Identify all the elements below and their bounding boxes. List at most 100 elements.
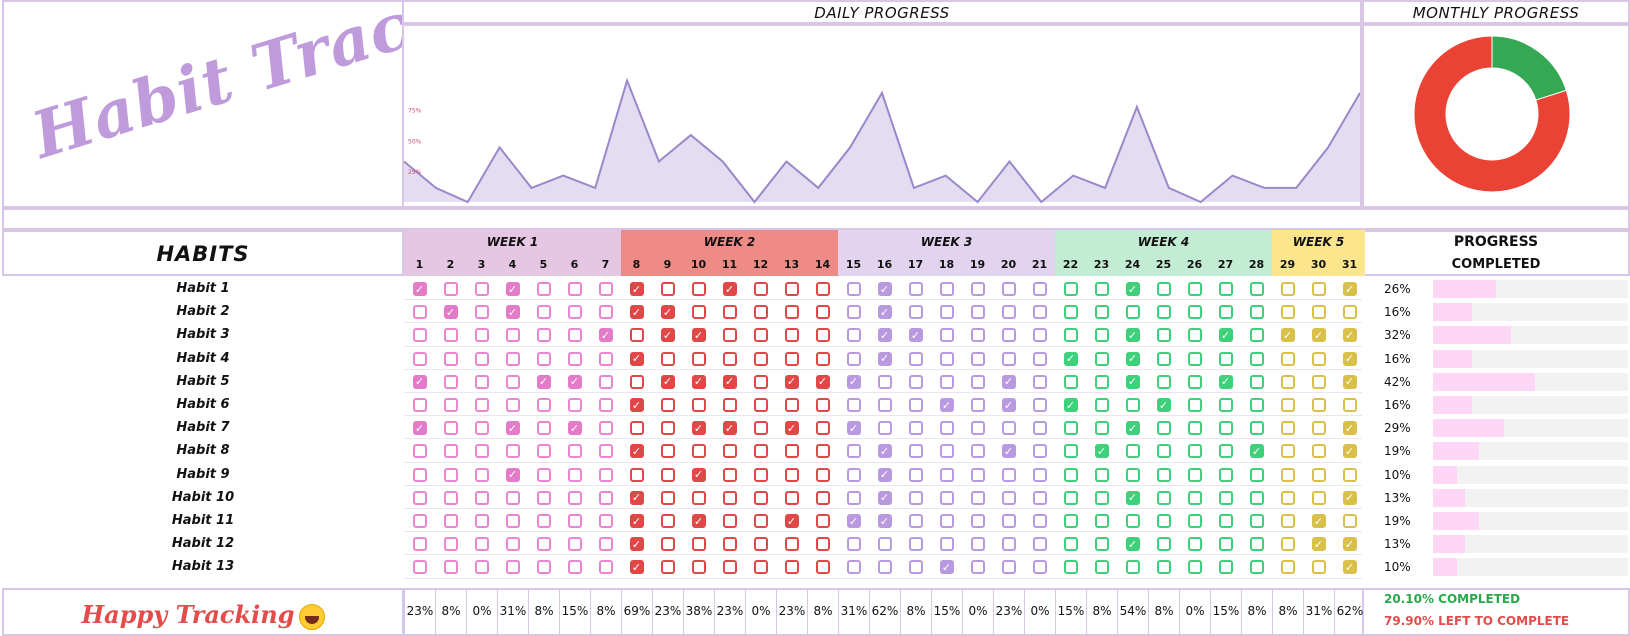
- checkbox[interactable]: [1311, 282, 1326, 296]
- checkbox[interactable]: [567, 537, 582, 552]
- checkbox-checked[interactable]: ✓: [629, 351, 644, 366]
- checkbox-checked[interactable]: ✓: [567, 421, 582, 436]
- checkbox[interactable]: [660, 490, 675, 505]
- checkbox-checked[interactable]: ✓: [629, 490, 644, 505]
- checkbox-checked[interactable]: ✓: [939, 398, 954, 412]
- checkbox-checked[interactable]: ✓: [691, 467, 706, 482]
- checkbox[interactable]: [939, 537, 954, 552]
- checkbox[interactable]: [1125, 560, 1140, 575]
- checkbox[interactable]: [1249, 560, 1264, 575]
- checkbox-checked[interactable]: ✓: [629, 560, 644, 575]
- checkbox[interactable]: [1280, 490, 1295, 505]
- checkbox[interactable]: [505, 514, 520, 528]
- checkbox[interactable]: [1001, 537, 1016, 552]
- checkbox[interactable]: [567, 328, 582, 343]
- checkbox-checked[interactable]: ✓: [629, 444, 644, 459]
- checkbox[interactable]: [1249, 514, 1264, 528]
- checkbox-checked[interactable]: ✓: [412, 374, 427, 389]
- checkbox[interactable]: [970, 560, 985, 575]
- checkbox-checked[interactable]: ✓: [908, 328, 923, 343]
- checkbox-checked[interactable]: ✓: [505, 305, 520, 320]
- checkbox[interactable]: [567, 351, 582, 366]
- checkbox[interactable]: [1280, 514, 1295, 528]
- checkbox[interactable]: [598, 374, 613, 389]
- checkbox[interactable]: [1280, 467, 1295, 482]
- checkbox[interactable]: [1094, 305, 1109, 320]
- checkbox[interactable]: [598, 560, 613, 575]
- checkbox[interactable]: [877, 398, 892, 412]
- checkbox-checked[interactable]: ✓: [1342, 490, 1357, 505]
- checkbox-checked[interactable]: ✓: [691, 374, 706, 389]
- checkbox[interactable]: [908, 537, 923, 552]
- checkbox[interactable]: [939, 421, 954, 436]
- checkbox[interactable]: [784, 490, 799, 505]
- checkbox-checked[interactable]: ✓: [1342, 374, 1357, 389]
- checkbox-checked[interactable]: ✓: [1125, 351, 1140, 366]
- checkbox-checked[interactable]: ✓: [877, 351, 892, 366]
- checkbox-checked[interactable]: ✓: [691, 421, 706, 436]
- checkbox[interactable]: [1249, 305, 1264, 320]
- checkbox[interactable]: [753, 514, 768, 528]
- checkbox[interactable]: [939, 282, 954, 296]
- checkbox[interactable]: [1001, 490, 1016, 505]
- checkbox-checked[interactable]: ✓: [1311, 328, 1326, 343]
- checkbox[interactable]: [691, 398, 706, 412]
- checkbox[interactable]: [474, 560, 489, 575]
- checkbox[interactable]: [939, 374, 954, 389]
- checkbox[interactable]: [567, 282, 582, 296]
- checkbox[interactable]: [784, 444, 799, 459]
- checkbox[interactable]: [1001, 421, 1016, 436]
- checkbox[interactable]: [1187, 398, 1202, 412]
- checkbox-checked[interactable]: ✓: [567, 374, 582, 389]
- checkbox[interactable]: [536, 490, 551, 505]
- checkbox[interactable]: [691, 282, 706, 296]
- checkbox[interactable]: [412, 537, 427, 552]
- checkbox-checked[interactable]: ✓: [443, 305, 458, 320]
- checkbox[interactable]: [443, 328, 458, 343]
- checkbox[interactable]: [1280, 421, 1295, 436]
- checkbox[interactable]: [1280, 282, 1295, 296]
- checkbox[interactable]: [1125, 467, 1140, 482]
- checkbox-checked[interactable]: ✓: [629, 514, 644, 528]
- checkbox[interactable]: [1094, 467, 1109, 482]
- checkbox[interactable]: [908, 514, 923, 528]
- checkbox[interactable]: [908, 374, 923, 389]
- checkbox[interactable]: [753, 537, 768, 552]
- checkbox[interactable]: [536, 467, 551, 482]
- checkbox[interactable]: [691, 351, 706, 366]
- checkbox[interactable]: [474, 444, 489, 459]
- checkbox[interactable]: [1001, 467, 1016, 482]
- checkbox[interactable]: [846, 328, 861, 343]
- checkbox[interactable]: [1032, 444, 1047, 459]
- checkbox[interactable]: [1249, 328, 1264, 343]
- checkbox-checked[interactable]: ✓: [1125, 282, 1140, 296]
- checkbox[interactable]: [1094, 328, 1109, 343]
- checkbox[interactable]: [1187, 282, 1202, 296]
- checkbox[interactable]: [784, 282, 799, 296]
- checkbox[interactable]: [722, 537, 737, 552]
- checkbox-checked[interactable]: ✓: [1342, 537, 1357, 552]
- checkbox[interactable]: [846, 444, 861, 459]
- checkbox[interactable]: [660, 398, 675, 412]
- checkbox[interactable]: [567, 560, 582, 575]
- checkbox[interactable]: [1156, 374, 1171, 389]
- checkbox[interactable]: [691, 537, 706, 552]
- checkbox[interactable]: [1094, 374, 1109, 389]
- checkbox-checked[interactable]: ✓: [1125, 374, 1140, 389]
- checkbox[interactable]: [846, 560, 861, 575]
- checkbox[interactable]: [474, 467, 489, 482]
- checkbox-checked[interactable]: ✓: [1094, 444, 1109, 459]
- checkbox[interactable]: [1218, 537, 1233, 552]
- checkbox[interactable]: [505, 351, 520, 366]
- checkbox[interactable]: [505, 374, 520, 389]
- checkbox-checked[interactable]: ✓: [784, 421, 799, 436]
- checkbox[interactable]: [598, 398, 613, 412]
- checkbox[interactable]: [505, 490, 520, 505]
- checkbox[interactable]: [908, 398, 923, 412]
- checkbox[interactable]: [474, 305, 489, 320]
- checkbox[interactable]: [1218, 514, 1233, 528]
- checkbox[interactable]: [815, 560, 830, 575]
- checkbox-checked[interactable]: ✓: [629, 282, 644, 296]
- checkbox-checked[interactable]: ✓: [1218, 374, 1233, 389]
- checkbox[interactable]: [505, 398, 520, 412]
